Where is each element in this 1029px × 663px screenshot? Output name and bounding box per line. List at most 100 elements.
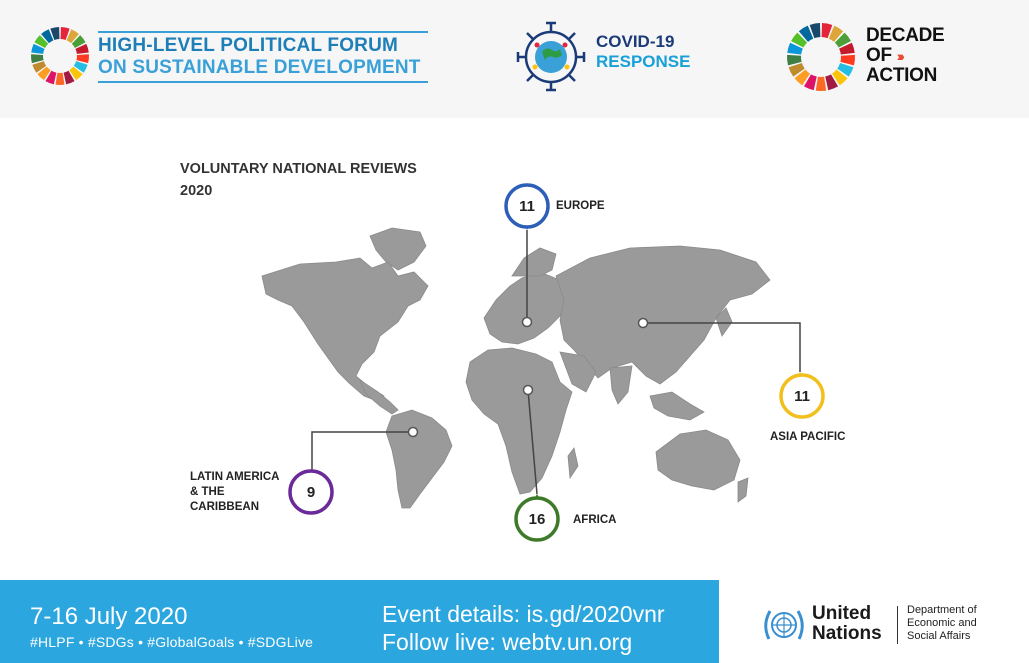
un-name-line1: United [812, 603, 872, 624]
wheel-segment [60, 27, 70, 40]
asia-dot [637, 317, 649, 329]
covid-subtitle: RESPONSE [596, 52, 691, 71]
wheel-segment [50, 27, 60, 40]
wheel-segment [832, 69, 848, 86]
hashtags: #HLPF • #SDGs • #GlobalGoals • #SDGLive [30, 634, 314, 650]
covid-title: COVID-19 [596, 32, 675, 51]
wheel-segment [32, 61, 47, 73]
wheel-segment [37, 66, 51, 81]
dept-line1: Department of [907, 604, 977, 616]
asia [555, 245, 771, 385]
africa [465, 347, 573, 495]
wheel-segment [828, 25, 844, 42]
latin-america-label-line1: LATIN AMERICA [190, 471, 280, 483]
divider [897, 606, 898, 644]
africa-label: AFRICA [573, 514, 617, 526]
wheel-segment [45, 70, 57, 85]
map-title: VOLUNTARY NATIONAL REVIEWS 2020 [180, 158, 417, 202]
wheel-segment [787, 54, 802, 66]
africa-dot [522, 384, 534, 396]
greenland [369, 227, 427, 271]
africa-leader [527, 389, 538, 495]
un-department: Department of Economic and Social Affair… [907, 604, 977, 643]
japan [715, 307, 733, 337]
dept-line2: Economic and [907, 617, 977, 629]
india [609, 365, 633, 405]
scandinavia [511, 247, 557, 277]
event-links: Event details: is.gd/2020vnr Follow live… [382, 600, 665, 656]
un-name-line2: Nations [812, 623, 882, 644]
wheel-segment [73, 61, 88, 73]
decade-wheel-icon [787, 23, 855, 91]
central-america [359, 378, 399, 415]
event-details-link[interactable]: Event details: is.gd/2020vnr [382, 601, 665, 627]
asia-leader [643, 322, 801, 372]
wheel-segment [821, 23, 833, 39]
wheel-segment [825, 74, 839, 91]
latin-america-count: 9 [307, 484, 315, 501]
location-dots [407, 316, 649, 438]
un-emblem-icon [764, 610, 804, 640]
map-title-line1: VOLUNTARY NATIONAL REVIEWS [180, 161, 417, 177]
north-america [261, 257, 429, 403]
follow-live-link[interactable]: Follow live: webtv.un.org [382, 629, 633, 655]
wheel-segment [809, 23, 821, 39]
un-logo-panel [719, 580, 1029, 663]
pin-asia-pacific: 11 [779, 372, 825, 419]
decade-line1: DECADE [866, 25, 945, 46]
europe [483, 271, 567, 345]
pin-latin-america: 9 [288, 469, 334, 515]
wheel-segment [840, 54, 855, 66]
decade-of-action-text: DECADE OF ››› ACTION [866, 25, 945, 86]
event-dates: 7-16 July 2020 [30, 603, 188, 630]
new-zealand [737, 477, 749, 503]
wheel-segment [63, 70, 75, 85]
south-america [385, 409, 453, 509]
hlpf-logo-text: HIGH-LEVEL POLITICAL FORUM ON SUSTAINABL… [98, 31, 428, 83]
wheel-segment [55, 72, 65, 85]
asia-pacific-label: ASIA PACIFIC [770, 431, 846, 443]
europe-label: EUROPE [556, 200, 605, 212]
footer-info-bar [0, 580, 719, 663]
asia-pacific-count: 11 [794, 388, 810, 405]
pin-africa: 16 [514, 494, 560, 542]
decade-line2: OF ››› [866, 45, 905, 66]
latin-america-label-line2: & THE [190, 486, 225, 498]
europe-dot [521, 316, 533, 328]
world-map: 11 11 9 16 [261, 183, 825, 542]
wheel-segment [788, 63, 805, 77]
decade-line3: ACTION [866, 65, 938, 86]
africa-count: 16 [529, 511, 546, 528]
leader-lines [311, 230, 801, 495]
wheel-segment [794, 69, 810, 86]
wheel-segment [75, 43, 89, 54]
wheel-segment [71, 35, 86, 48]
wheel-segment [34, 35, 49, 48]
arabia [559, 351, 597, 393]
latin-america-label: LATIN AMERICA & THE CARIBBEAN [190, 470, 279, 515]
wheel-segment [69, 66, 83, 81]
map-title-line2: 2020 [180, 183, 213, 199]
sdg-wheel-icon [30, 27, 89, 85]
covid-globe-icon [516, 21, 586, 92]
continents [261, 227, 771, 509]
wheel-segment [791, 32, 808, 48]
madagascar [567, 447, 579, 480]
pin-europe: 11 [504, 183, 550, 230]
header-bar: HIGH-LEVEL POLITICAL FORUM ON SUSTAINABL… [0, 0, 1029, 118]
wheel-segment [834, 32, 851, 48]
wheel-segment [787, 42, 803, 55]
dept-line3: Social Affairs [907, 630, 971, 642]
covid-response-text: COVID-19 RESPONSE [596, 32, 690, 72]
wheel-segment [31, 43, 45, 54]
europe-count: 11 [519, 198, 535, 215]
un-name: United Nations [812, 604, 882, 644]
australia [655, 429, 741, 491]
hlpf-title-line2: ON SUSTAINABLE DEVELOPMENT [98, 57, 428, 83]
wheel-segment [66, 29, 79, 44]
wheel-segment [803, 74, 817, 91]
wheel-segment [798, 25, 814, 42]
hlpf-title-line1: HIGH-LEVEL POLITICAL FORUM [98, 31, 428, 57]
latin-america-label-line3: CARIBBEAN [190, 501, 259, 513]
wheel-segment [815, 76, 827, 91]
